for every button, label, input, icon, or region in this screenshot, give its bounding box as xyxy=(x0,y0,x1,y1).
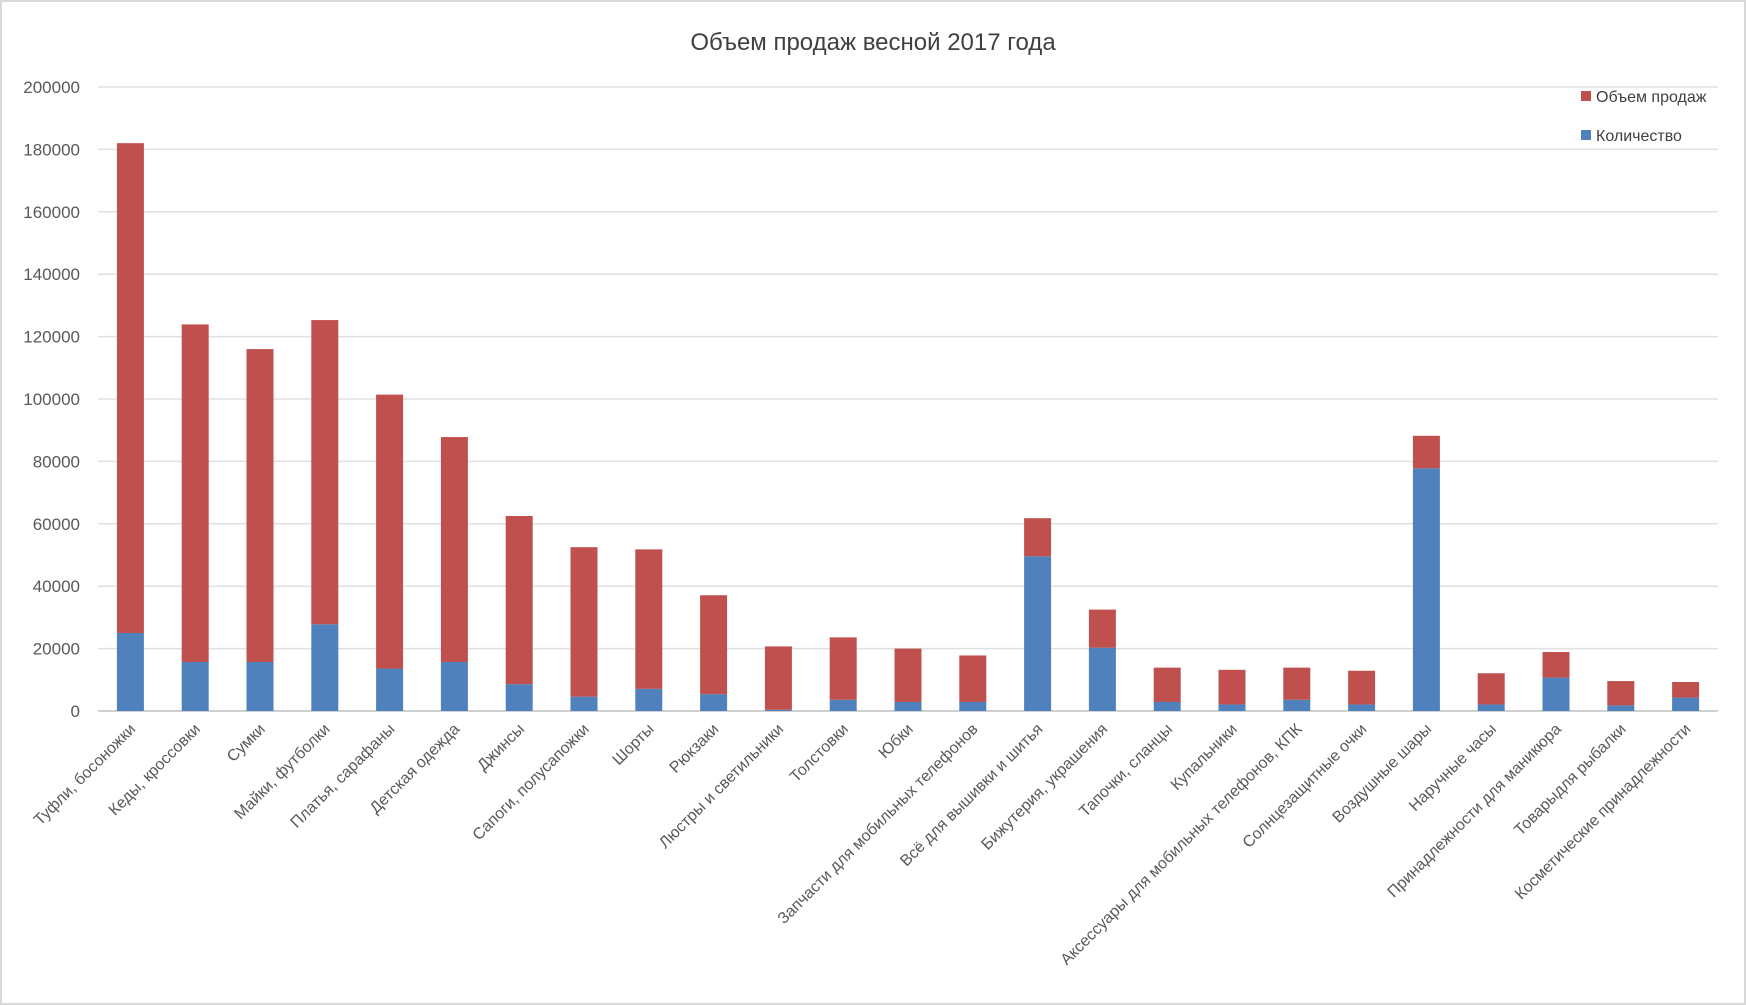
y-tick-label: 180000 xyxy=(23,140,80,159)
gridlines xyxy=(98,86,1718,712)
bar-quantity-11 xyxy=(829,699,857,711)
bar-sales-11 xyxy=(829,637,857,700)
bar-sales-13 xyxy=(959,655,987,702)
bar-quantity-20 xyxy=(1412,468,1440,711)
bar-sales-17 xyxy=(1218,669,1246,705)
y-tick-label: 20000 xyxy=(33,640,80,659)
y-tick-label: 140000 xyxy=(23,265,80,284)
bar-sales-15 xyxy=(1088,609,1116,648)
bar-sales-9 xyxy=(700,595,728,695)
bar-quantity-3 xyxy=(311,624,339,711)
bar-quantity-8 xyxy=(635,688,663,711)
bar-sales-5 xyxy=(440,437,468,663)
y-axis-ticks: 0 20000 40000 60000 80000 100000 120000 140000 1… xyxy=(23,78,80,721)
y-tick-label: 80000 xyxy=(33,452,80,471)
bar-sales-20 xyxy=(1412,435,1440,469)
bar-quantity-13 xyxy=(959,701,987,711)
bar-quantity-24 xyxy=(1672,697,1700,711)
bar-sales-22 xyxy=(1542,652,1570,678)
bar-quantity-17 xyxy=(1218,704,1246,711)
bar-sales-1 xyxy=(181,324,209,663)
y-tick-label: 60000 xyxy=(33,515,80,534)
bar-quantity-0 xyxy=(116,633,144,711)
y-tick-label: 200000 xyxy=(23,78,80,97)
y-tick-label: 120000 xyxy=(23,328,80,347)
bar-quantity-7 xyxy=(570,696,598,711)
bar-sales-8 xyxy=(635,549,663,689)
bar-sales-16 xyxy=(1153,667,1181,702)
bar-sales-18 xyxy=(1283,667,1311,700)
bar-quantity-4 xyxy=(376,668,404,711)
bar-quantity-22 xyxy=(1542,677,1570,711)
legend: Объем продаж Количество xyxy=(1581,89,1707,145)
bar-quantity-23 xyxy=(1607,705,1635,711)
bar-quantity-5 xyxy=(440,662,468,711)
legend-label: Количество xyxy=(1596,128,1682,145)
bar-sales-4 xyxy=(376,394,404,669)
bar-sales-21 xyxy=(1477,673,1505,705)
bar-sales-12 xyxy=(894,648,922,702)
bar-sales-6 xyxy=(505,516,533,685)
bar-quantity-12 xyxy=(894,701,922,711)
bar-sales-2 xyxy=(246,349,274,663)
bar-quantity-16 xyxy=(1153,701,1181,711)
legend-swatch xyxy=(1581,130,1591,140)
bars xyxy=(116,143,1700,711)
bar-sales-19 xyxy=(1348,670,1376,705)
bar-quantity-10 xyxy=(764,709,792,711)
bar-sales-0 xyxy=(116,143,144,633)
bar-quantity-9 xyxy=(700,694,728,711)
bar-quantity-21 xyxy=(1477,704,1505,711)
bar-quantity-19 xyxy=(1348,704,1376,711)
bar-quantity-15 xyxy=(1088,647,1116,711)
y-tick-label: 40000 xyxy=(33,577,80,596)
bar-sales-24 xyxy=(1672,681,1700,698)
bar-sales-14 xyxy=(1024,518,1052,557)
bar-quantity-2 xyxy=(246,662,274,711)
legend-swatch xyxy=(1581,91,1591,101)
bar-quantity-18 xyxy=(1283,699,1311,711)
bar-quantity-14 xyxy=(1024,556,1052,711)
y-tick-label: 0 xyxy=(71,702,80,721)
bar-quantity-6 xyxy=(505,684,533,711)
bar-sales-23 xyxy=(1607,681,1635,706)
chart-title: Объем продаж весной 2017 года xyxy=(690,29,1056,56)
bar-quantity-1 xyxy=(181,662,209,711)
y-tick-label: 160000 xyxy=(23,203,80,222)
y-tick-label: 100000 xyxy=(23,390,80,409)
bar-sales-10 xyxy=(764,646,792,710)
bar-sales-7 xyxy=(570,547,598,697)
bar-sales-3 xyxy=(311,320,339,625)
legend-label: Объем продаж xyxy=(1596,89,1707,106)
